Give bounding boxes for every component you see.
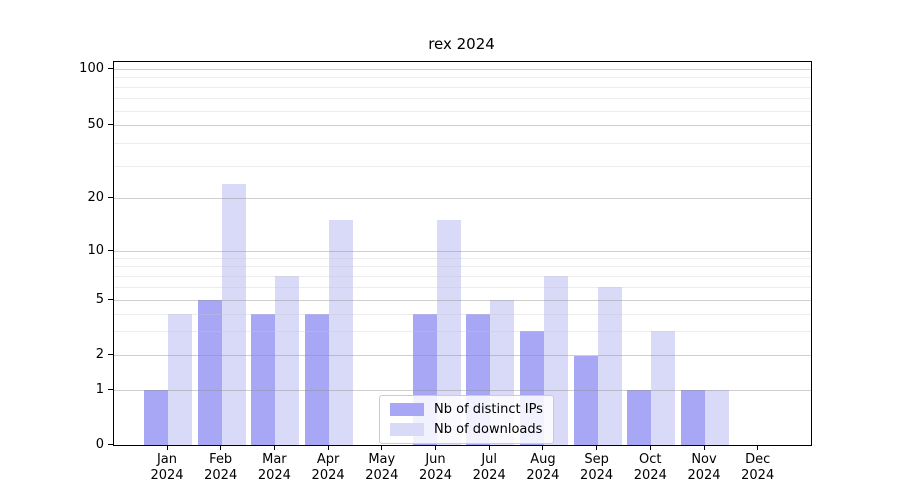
bars-layer <box>114 62 811 445</box>
y-tick-label: 0 <box>95 436 104 452</box>
legend-label-distinct-ips: Nb of distinct IPs <box>434 402 543 417</box>
bar-downloads-sep <box>597 287 622 445</box>
x-tick-label-feb: Feb 2024 <box>204 452 238 483</box>
bar-distinct-ips-apr <box>305 314 330 445</box>
x-tick-label-apr: Apr 2024 <box>311 452 345 483</box>
x-tick-mark <box>542 445 544 450</box>
y-tick-mark <box>108 67 113 69</box>
plot-area: Nb of distinct IPs Nb of downloads <box>113 61 812 446</box>
bar-downloads-oct <box>651 331 676 445</box>
legend-label-downloads: Nb of downloads <box>434 422 543 437</box>
x-tick-mark <box>649 445 651 450</box>
y-tick-mark <box>108 197 113 198</box>
bar-downloads-nov <box>705 390 729 445</box>
bar-distinct-ips-mar <box>251 314 276 445</box>
bar-distinct-ips-nov <box>681 390 705 445</box>
x-tick-label-may: May 2024 <box>365 452 399 483</box>
x-tick-label-aug: Aug 2024 <box>526 452 560 483</box>
legend-row-distinct-ips: Nb of distinct IPs <box>390 402 543 417</box>
x-tick-label-nov: Nov 2024 <box>687 452 721 483</box>
x-tick-label-dec: Dec 2024 <box>741 452 775 483</box>
y-tick-mark <box>108 443 113 445</box>
bar-distinct-ips-feb <box>197 300 222 445</box>
x-tick-label-mar: Mar 2024 <box>257 452 291 483</box>
y-tick-label: 20 <box>87 190 104 205</box>
y-tick-label: 50 <box>87 117 104 133</box>
bar-downloads-mar <box>275 276 300 445</box>
y-tick-mark <box>108 388 113 390</box>
bar-distinct-ips-oct <box>627 390 652 445</box>
x-tick-label-sep: Sep 2024 <box>580 452 614 483</box>
x-tick-mark <box>166 445 168 450</box>
x-tick-label-jul: Jul 2024 <box>472 452 506 483</box>
legend-swatch-downloads <box>390 423 424 436</box>
x-tick-mark <box>596 445 598 450</box>
x-tick-label-jun: Jun 2024 <box>418 452 453 483</box>
x-tick-mark <box>381 445 383 450</box>
y-tick-label: 1 <box>95 381 104 397</box>
y-tick-label: 100 <box>79 60 104 76</box>
y-tick-mark <box>108 249 113 251</box>
x-tick-mark <box>273 445 275 450</box>
x-tick-label-oct: Oct 2024 <box>633 452 667 483</box>
bar-distinct-ips-jan <box>144 390 168 445</box>
bar-distinct-ips-sep <box>573 355 598 445</box>
y-tick-label: 10 <box>87 242 104 258</box>
y-tick-mark <box>108 354 113 356</box>
chart-title: rex 2024 <box>428 35 495 53</box>
legend-swatch-distinct-ips <box>390 403 424 416</box>
legend: Nb of distinct IPs Nb of downloads <box>379 395 554 444</box>
bar-downloads-apr <box>329 220 354 445</box>
y-tick-label: 2 <box>95 347 104 363</box>
legend-row-downloads: Nb of downloads <box>390 422 543 437</box>
y-tick-mark <box>108 298 113 300</box>
x-tick-mark <box>488 445 490 450</box>
x-tick-mark <box>220 445 222 450</box>
x-tick-mark <box>435 445 436 450</box>
bar-downloads-jan <box>168 314 192 445</box>
x-tick-label-jan: Jan 2024 <box>150 452 184 483</box>
x-tick-mark <box>703 445 705 450</box>
y-tick-label: 5 <box>95 291 104 307</box>
x-tick-mark <box>327 445 329 450</box>
y-tick-mark <box>108 124 113 126</box>
bar-downloads-feb <box>221 184 246 445</box>
x-tick-mark <box>757 445 759 450</box>
